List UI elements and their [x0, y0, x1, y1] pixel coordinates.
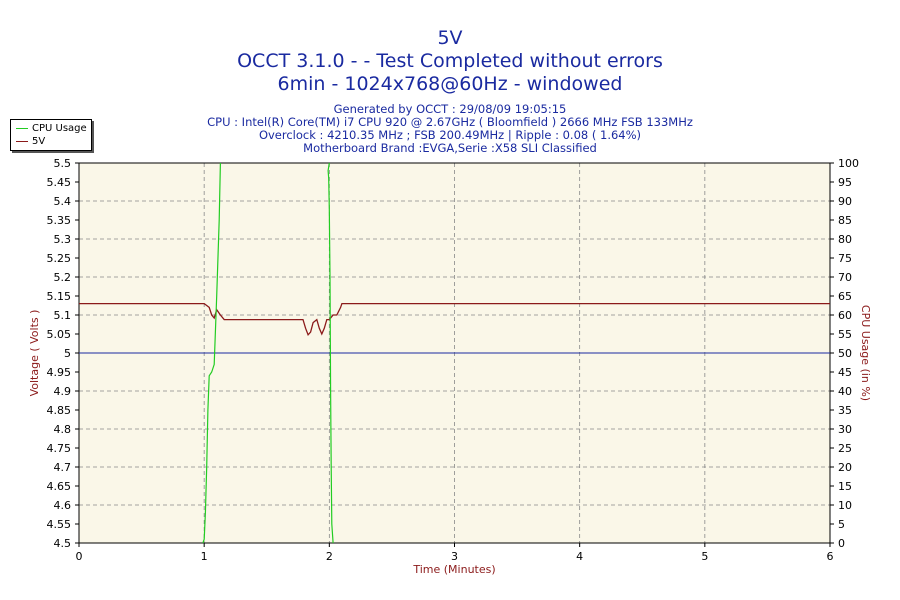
- y-tick-label: 5.1: [54, 309, 72, 322]
- y2-tick-label: 95: [838, 176, 852, 189]
- y-tick-label: 4.75: [47, 442, 72, 455]
- x-tick-label: 2: [326, 550, 333, 563]
- x-tick-label: 5: [701, 550, 708, 563]
- y-axis-label: Voltage ( Volts ): [28, 310, 41, 397]
- y-tick-label: 5.3: [54, 233, 72, 246]
- y-tick-label: 4.9: [54, 385, 72, 398]
- x-tick-label: 6: [827, 550, 834, 563]
- y-tick-label: 5.25: [47, 252, 72, 265]
- y-tick-label: 4.95: [47, 366, 72, 379]
- y2-tick-label: 55: [838, 328, 852, 341]
- y-tick-label: 5.5: [54, 157, 72, 170]
- legend-swatch-cpu-usage: [16, 128, 28, 129]
- y2-tick-label: 100: [838, 157, 859, 170]
- y-tick-label: 5.05: [47, 328, 72, 341]
- info-motherboard: Motherboard Brand :EVGA,Serie :X58 SLI C…: [303, 141, 597, 155]
- y2-tick-label: 85: [838, 214, 852, 227]
- y2-tick-label: 60: [838, 309, 852, 322]
- y-tick-label: 5: [64, 347, 71, 360]
- y-tick-label: 4.5: [54, 537, 72, 550]
- y2-tick-label: 30: [838, 423, 852, 436]
- y2-tick-label: 20: [838, 461, 852, 474]
- series-line-cpu-usage: [202, 162, 221, 544]
- y2-tick-label: 25: [838, 442, 852, 455]
- y2-tick-label: 10: [838, 499, 852, 512]
- y2-axis-label: CPU Usage (in %): [859, 305, 872, 401]
- y2-tick-label: 0: [838, 537, 845, 550]
- chart-title: 5V: [437, 27, 463, 49]
- y2-tick-label: 50: [838, 347, 852, 360]
- y2-tick-label: 65: [838, 290, 852, 303]
- y-tick-label: 4.7: [54, 461, 72, 474]
- y-tick-label: 5.15: [47, 290, 72, 303]
- chart-subtitle-test: OCCT 3.1.0 - - Test Completed without er…: [237, 50, 663, 72]
- y2-tick-label: 40: [838, 385, 852, 398]
- x-tick-label: 1: [201, 550, 208, 563]
- legend-label-cpu-usage: CPU Usage: [32, 123, 87, 134]
- legend-item-5v: 5V: [11, 135, 45, 148]
- info-generated: Generated by OCCT : 29/08/09 19:05:15: [333, 102, 567, 116]
- y-tick-label: 4.85: [47, 404, 72, 417]
- legend: CPU Usage 5V: [10, 119, 92, 151]
- y-tick-label: 4.55: [47, 518, 72, 531]
- y-tick-label: 5.45: [47, 176, 72, 189]
- y2-tick-label: 90: [838, 195, 852, 208]
- x-tick-label: 3: [451, 550, 458, 563]
- legend-label-5v: 5V: [32, 136, 46, 147]
- legend-swatch-5v: [16, 141, 28, 142]
- y2-tick-label: 75: [838, 252, 852, 265]
- series-line-cpu-usage: [327, 162, 334, 544]
- y-tick-label: 5.2: [54, 271, 72, 284]
- y-tick-label: 4.8: [54, 423, 72, 436]
- info-cpu: CPU : Intel(R) Core(TM) i7 CPU 920 @ 2.6…: [207, 115, 693, 129]
- y-tick-label: 5.4: [54, 195, 72, 208]
- y2-tick-label: 15: [838, 480, 852, 493]
- y-tick-label: 4.65: [47, 480, 72, 493]
- x-tick-label: 0: [76, 550, 83, 563]
- x-axis-label: Time (Minutes): [412, 563, 495, 576]
- y-tick-label: 5.35: [47, 214, 72, 227]
- y2-tick-label: 45: [838, 366, 852, 379]
- chart-subtitle-settings: 6min - 1024x768@60Hz - windowed: [277, 73, 623, 95]
- info-overclock: Overclock : 4210.35 MHz ; FSB 200.49MHz …: [258, 128, 642, 142]
- y2-tick-label: 80: [838, 233, 852, 246]
- y2-tick-label: 70: [838, 271, 852, 284]
- y2-tick-label: 5: [838, 518, 845, 531]
- legend-item-cpu-usage: CPU Usage: [11, 122, 87, 135]
- y-tick-label: 4.6: [54, 499, 72, 512]
- y2-tick-label: 35: [838, 404, 852, 417]
- x-tick-label: 4: [576, 550, 583, 563]
